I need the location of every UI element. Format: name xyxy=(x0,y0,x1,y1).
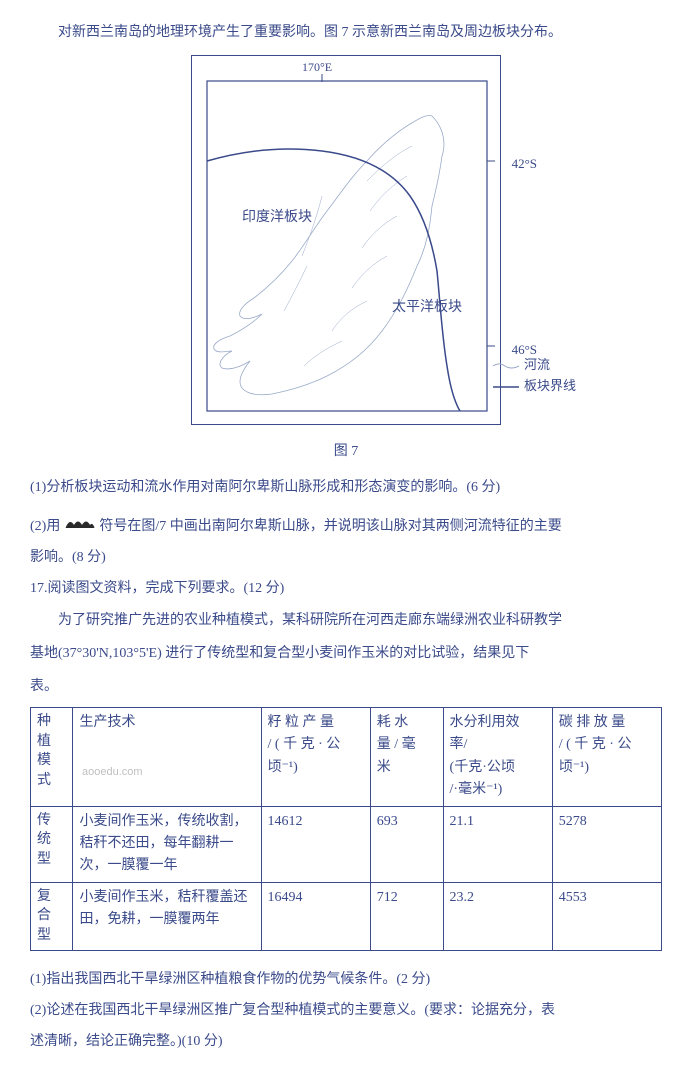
indian-plate-label: 印度洋板块 xyxy=(242,209,312,225)
q16-2: (2)用 符号在图/7 中画出南阿尔卑斯山脉，并说明该山脉对其两侧河流特征的主要 xyxy=(30,514,662,539)
cell-water-1: 712 xyxy=(370,882,443,950)
river-4 xyxy=(352,256,387,288)
legend-river-row: 河流 xyxy=(491,355,576,376)
figure-7-container: 170°E 印度洋板块 xyxy=(30,55,662,464)
coastline xyxy=(214,116,444,395)
legend: 河流 板块界线 xyxy=(491,355,576,397)
map-frame: 170°E 印度洋板块 xyxy=(191,55,501,434)
cell-yield-1: 16494 xyxy=(261,882,370,950)
q17-1: (1)指出我国西北干旱绿洲区种植粮食作物的优势气候条件。(2 分) xyxy=(30,967,662,992)
q17-intro: 17.阅读图文资料，完成下列要求。(12 分) xyxy=(30,576,662,601)
table-row: 复合型 小麦间作玉米，秸秆覆盖还田，免耕，一膜覆两年 16494 712 23.… xyxy=(31,882,662,950)
river-8 xyxy=(284,266,307,311)
lon-label: 170°E xyxy=(302,60,332,74)
river-2 xyxy=(370,176,407,211)
river-7 xyxy=(302,196,322,256)
q16-2b: 符号在图/7 中画出南阿尔卑斯山脉，并说明该山脉对其两侧河流特征的主要 xyxy=(99,519,561,534)
q16-2c: 影响。(8 分) xyxy=(30,545,662,570)
q16-1: (1)分析板块运动和流水作用对南阿尔卑斯山脉形成和形态演变的影响。(6 分) xyxy=(30,475,662,500)
experiment-table: 种植模式 生产技术 籽 粒 产 量/ ( 千 克 · 公顷⁻¹) 耗 水量 / … xyxy=(30,707,662,951)
river-3 xyxy=(362,216,397,248)
q17-2a: (2)论述在我国西北干旱绿洲区推广复合型种植模式的主要意义。(要求：论据充分，表 xyxy=(30,998,662,1023)
pacific-plate-label: 太平洋板块 xyxy=(392,299,462,315)
cell-water-0: 693 xyxy=(370,806,443,882)
table-header-row: 种植模式 生产技术 籽 粒 产 量/ ( 千 克 · 公顷⁻¹) 耗 水量 / … xyxy=(31,708,662,807)
q17-2b: 述清晰，结论正确完整。)(10 分) xyxy=(30,1029,662,1054)
th-water: 耗 水量 / 毫米 xyxy=(370,708,443,807)
river-legend-icon xyxy=(491,360,521,372)
cell-mode-1: 复合型 xyxy=(31,882,73,950)
cell-tech-1: 小麦间作玉米，秸秆覆盖还田，免耕，一膜覆两年 xyxy=(73,882,261,950)
boundary-legend-icon xyxy=(491,381,521,393)
cell-mode-0: 传统型 xyxy=(31,806,73,882)
river-6 xyxy=(304,341,342,366)
watermark: aooedu.com xyxy=(82,763,143,783)
legend-boundary-label: 板块界线 xyxy=(524,378,576,393)
legend-boundary-row: 板块界线 xyxy=(491,376,576,397)
cell-carbon-1: 4553 xyxy=(552,882,661,950)
lat-42-label: 42°S xyxy=(512,152,537,175)
th-tech: 生产技术 xyxy=(73,708,261,807)
cell-carbon-0: 5278 xyxy=(552,806,661,882)
river-5 xyxy=(332,301,367,331)
th-mode: 种植模式 xyxy=(31,708,73,807)
cell-eff-1: 23.2 xyxy=(443,882,552,950)
th-efficiency: 水分利用效率/(千克·公顷/·毫米⁻¹) xyxy=(443,708,552,807)
intro-line: 对新西兰南岛的地理环境产生了重要影响。图 7 示意新西兰南岛及周边板块分布。 xyxy=(30,20,662,45)
cell-yield-0: 14612 xyxy=(261,806,370,882)
q17-bg2: 基地(37°30'N,103°5'E) 进行了传统型和复合型小麦间作玉米的对比试… xyxy=(30,641,662,666)
q17-bg3: 表。 xyxy=(30,674,662,699)
cell-tech-0: 小麦间作玉米，传统收割，秸秆不还田，每年翻耕一次，一膜覆一年 xyxy=(73,806,261,882)
table-wrapper: aooedu.com 种植模式 生产技术 籽 粒 产 量/ ( 千 克 · 公顷… xyxy=(30,707,662,951)
mountain-symbol-icon xyxy=(64,514,96,539)
th-carbon: 碳 排 放 量/ ( 千 克 · 公顷⁻¹) xyxy=(552,708,661,807)
legend-river-label: 河流 xyxy=(524,357,550,372)
figure-caption: 图 7 xyxy=(30,439,662,464)
table-row: 传统型 小麦间作玉米，传统收割，秸秆不还田，每年翻耕一次，一膜覆一年 14612… xyxy=(31,806,662,882)
cell-eff-0: 21.1 xyxy=(443,806,552,882)
q16-2a: (2)用 xyxy=(30,519,60,534)
q17-bg1: 为了研究推广先进的农业种植模式，某科研院所在河西走廊东端绿洲农业科研教学 xyxy=(30,608,662,633)
plate-boundary xyxy=(207,149,460,411)
map-svg: 170°E 印度洋板块 xyxy=(191,55,501,425)
th-yield: 籽 粒 产 量/ ( 千 克 · 公顷⁻¹) xyxy=(261,708,370,807)
